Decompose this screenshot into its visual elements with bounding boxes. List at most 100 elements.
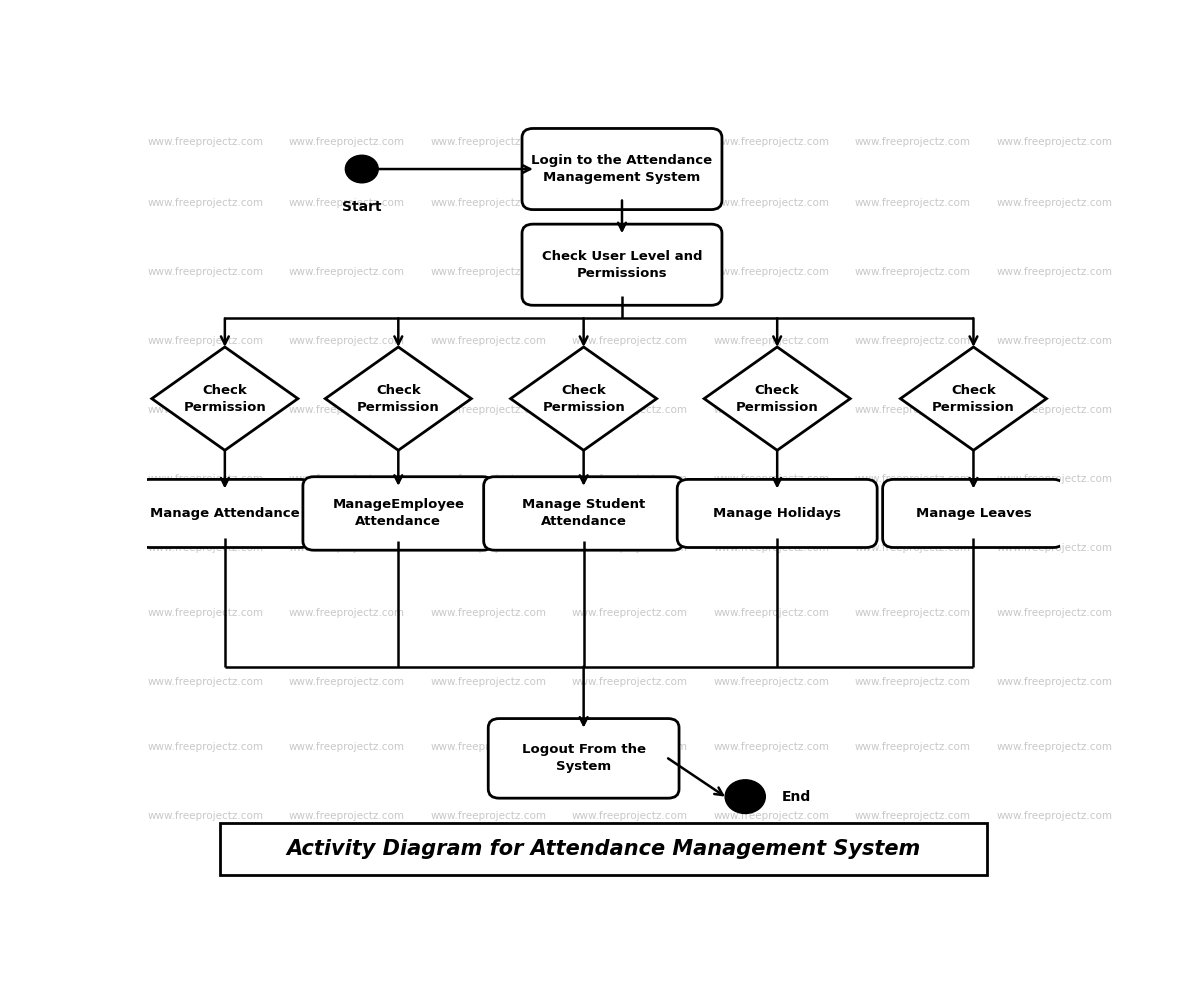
Text: www.freeprojectz.com: www.freeprojectz.com [855, 608, 971, 618]
Text: www.freeprojectz.com: www.freeprojectz.com [714, 677, 829, 687]
Text: www.freeprojectz.com: www.freeprojectz.com [714, 474, 829, 484]
Text: www.freeprojectz.com: www.freeprojectz.com [997, 406, 1112, 415]
Text: www.freeprojectz.com: www.freeprojectz.com [147, 406, 263, 415]
Text: www.freeprojectz.com: www.freeprojectz.com [430, 137, 547, 147]
Text: Manage Leaves: Manage Leaves [915, 507, 1032, 520]
Text: www.freeprojectz.com: www.freeprojectz.com [714, 608, 829, 618]
Text: www.freeprojectz.com: www.freeprojectz.com [997, 336, 1112, 346]
Text: Start: Start [342, 200, 382, 214]
Text: www.freeprojectz.com: www.freeprojectz.com [289, 406, 405, 415]
Polygon shape [325, 347, 471, 450]
Text: www.freeprojectz.com: www.freeprojectz.com [714, 199, 829, 209]
Text: www.freeprojectz.com: www.freeprojectz.com [714, 811, 829, 821]
Text: www.freeprojectz.com: www.freeprojectz.com [430, 543, 547, 553]
Text: www.freeprojectz.com: www.freeprojectz.com [855, 543, 971, 553]
FancyBboxPatch shape [220, 823, 987, 876]
FancyBboxPatch shape [522, 224, 722, 305]
Text: www.freeprojectz.com: www.freeprojectz.com [147, 336, 263, 346]
Text: www.freeprojectz.com: www.freeprojectz.com [289, 608, 405, 618]
FancyBboxPatch shape [303, 477, 494, 551]
Text: www.freeprojectz.com: www.freeprojectz.com [430, 474, 547, 484]
Text: www.freeprojectz.com: www.freeprojectz.com [571, 474, 688, 484]
Text: www.freeprojectz.com: www.freeprojectz.com [430, 199, 547, 209]
Text: www.freeprojectz.com: www.freeprojectz.com [147, 677, 263, 687]
Text: Logout From the
System: Logout From the System [522, 744, 646, 773]
Text: www.freeprojectz.com: www.freeprojectz.com [855, 742, 971, 751]
Text: www.freeprojectz.com: www.freeprojectz.com [997, 608, 1112, 618]
Text: www.freeprojectz.com: www.freeprojectz.com [147, 608, 263, 618]
Text: www.freeprojectz.com: www.freeprojectz.com [997, 474, 1112, 484]
Text: www.freeprojectz.com: www.freeprojectz.com [571, 811, 688, 821]
Text: www.freeprojectz.com: www.freeprojectz.com [289, 742, 405, 751]
Text: Check
Permission: Check Permission [542, 384, 626, 414]
Text: Check
Permission: Check Permission [932, 384, 1014, 414]
Circle shape [726, 780, 766, 813]
Text: www.freeprojectz.com: www.freeprojectz.com [571, 267, 688, 277]
Text: www.freeprojectz.com: www.freeprojectz.com [855, 474, 971, 484]
Text: www.freeprojectz.com: www.freeprojectz.com [430, 608, 547, 618]
FancyBboxPatch shape [484, 477, 683, 551]
Text: www.freeprojectz.com: www.freeprojectz.com [997, 677, 1112, 687]
Text: Check
Permission: Check Permission [357, 384, 439, 414]
Text: Manage Student
Attendance: Manage Student Attendance [522, 498, 646, 529]
Text: www.freeprojectz.com: www.freeprojectz.com [430, 677, 547, 687]
Polygon shape [704, 347, 851, 450]
Text: www.freeprojectz.com: www.freeprojectz.com [571, 742, 688, 751]
Text: Check User Level and
Permissions: Check User Level and Permissions [542, 249, 702, 279]
Text: www.freeprojectz.com: www.freeprojectz.com [289, 811, 405, 821]
Text: www.freeprojectz.com: www.freeprojectz.com [289, 336, 405, 346]
Text: www.freeprojectz.com: www.freeprojectz.com [571, 677, 688, 687]
Text: www.freeprojectz.com: www.freeprojectz.com [571, 137, 688, 147]
Text: www.freeprojectz.com: www.freeprojectz.com [855, 406, 971, 415]
Text: www.freeprojectz.com: www.freeprojectz.com [714, 267, 829, 277]
FancyBboxPatch shape [677, 479, 878, 548]
Circle shape [345, 155, 378, 183]
Text: www.freeprojectz.com: www.freeprojectz.com [714, 336, 829, 346]
Text: www.freeprojectz.com: www.freeprojectz.com [855, 677, 971, 687]
Text: www.freeprojectz.com: www.freeprojectz.com [430, 811, 547, 821]
Text: www.freeprojectz.com: www.freeprojectz.com [430, 336, 547, 346]
Text: www.freeprojectz.com: www.freeprojectz.com [571, 199, 688, 209]
Polygon shape [900, 347, 1046, 450]
Text: www.freeprojectz.com: www.freeprojectz.com [997, 742, 1112, 751]
FancyBboxPatch shape [488, 719, 679, 798]
Text: www.freeprojectz.com: www.freeprojectz.com [997, 267, 1112, 277]
Text: www.freeprojectz.com: www.freeprojectz.com [430, 742, 547, 751]
FancyBboxPatch shape [522, 128, 722, 210]
Text: www.freeprojectz.com: www.freeprojectz.com [289, 199, 405, 209]
Text: Manage Attendance: Manage Attendance [150, 507, 299, 520]
Text: www.freeprojectz.com: www.freeprojectz.com [147, 811, 263, 821]
Text: www.freeprojectz.com: www.freeprojectz.com [855, 137, 971, 147]
Text: Login to the Attendance
Management System: Login to the Attendance Management Syste… [531, 154, 713, 184]
Text: www.freeprojectz.com: www.freeprojectz.com [147, 137, 263, 147]
Text: www.freeprojectz.com: www.freeprojectz.com [571, 406, 688, 415]
Text: www.freeprojectz.com: www.freeprojectz.com [997, 543, 1112, 553]
FancyBboxPatch shape [882, 479, 1064, 548]
Text: www.freeprojectz.com: www.freeprojectz.com [855, 199, 971, 209]
Text: www.freeprojectz.com: www.freeprojectz.com [289, 474, 405, 484]
Text: www.freeprojectz.com: www.freeprojectz.com [855, 811, 971, 821]
Text: Activity Diagram for Attendance Management System: Activity Diagram for Attendance Manageme… [286, 840, 921, 860]
Text: www.freeprojectz.com: www.freeprojectz.com [147, 543, 263, 553]
Text: www.freeprojectz.com: www.freeprojectz.com [997, 199, 1112, 209]
Text: Manage Holidays: Manage Holidays [713, 507, 841, 520]
Text: www.freeprojectz.com: www.freeprojectz.com [714, 137, 829, 147]
Text: www.freeprojectz.com: www.freeprojectz.com [147, 742, 263, 751]
Text: www.freeprojectz.com: www.freeprojectz.com [289, 267, 405, 277]
Text: www.freeprojectz.com: www.freeprojectz.com [571, 336, 688, 346]
Text: www.freeprojectz.com: www.freeprojectz.com [430, 406, 547, 415]
Text: www.freeprojectz.com: www.freeprojectz.com [147, 474, 263, 484]
Text: www.freeprojectz.com: www.freeprojectz.com [289, 543, 405, 553]
Text: ManageEmployee
Attendance: ManageEmployee Attendance [332, 498, 464, 529]
Text: www.freeprojectz.com: www.freeprojectz.com [714, 742, 829, 751]
Text: www.freeprojectz.com: www.freeprojectz.com [430, 267, 547, 277]
FancyBboxPatch shape [139, 479, 311, 548]
Text: www.freeprojectz.com: www.freeprojectz.com [997, 811, 1112, 821]
Text: End: End [782, 789, 810, 803]
Text: www.freeprojectz.com: www.freeprojectz.com [289, 677, 405, 687]
Text: Check
Permission: Check Permission [184, 384, 266, 414]
Text: www.freeprojectz.com: www.freeprojectz.com [714, 406, 829, 415]
Text: www.freeprojectz.com: www.freeprojectz.com [289, 137, 405, 147]
Text: www.freeprojectz.com: www.freeprojectz.com [571, 608, 688, 618]
Text: www.freeprojectz.com: www.freeprojectz.com [147, 199, 263, 209]
